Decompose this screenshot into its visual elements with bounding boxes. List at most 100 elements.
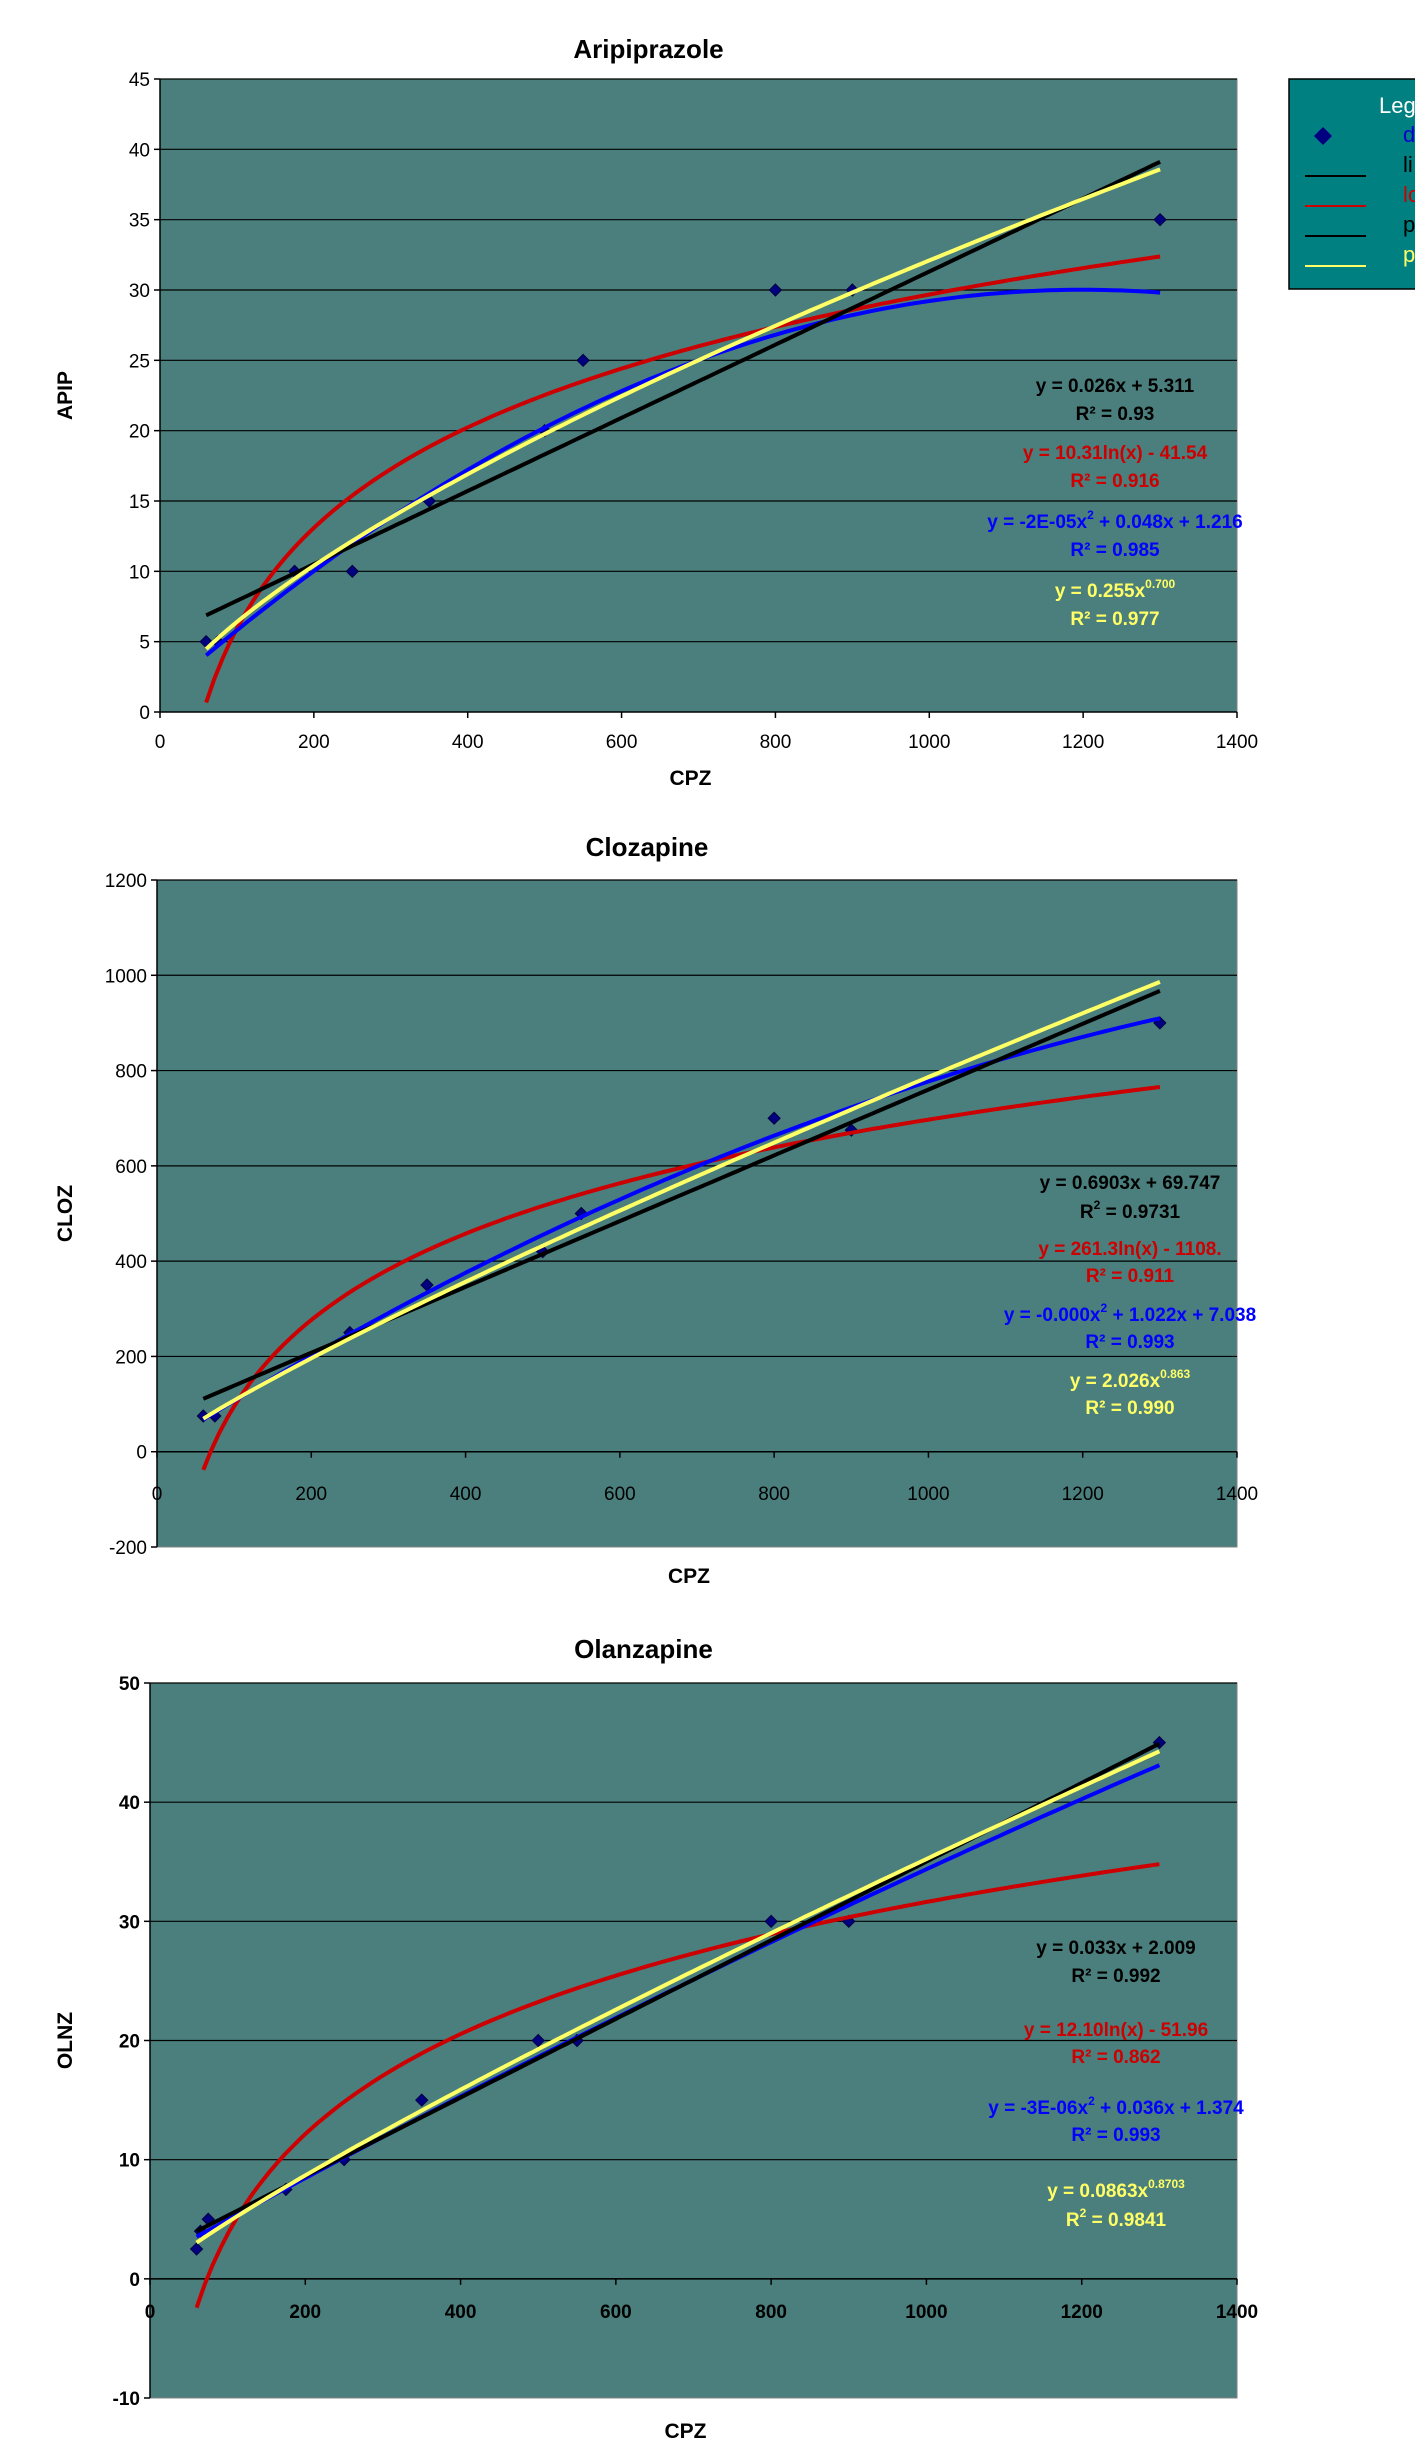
r-squared-superscript: 2 — [1094, 1198, 1101, 1212]
r-squared-label: R² = 0.990 — [1085, 1398, 1174, 1419]
equation-part: y = 0.0863x — [1047, 2181, 1148, 2202]
y-tick-label: 15 — [129, 492, 150, 513]
r-squared-part: R² = 0.911 — [1086, 1266, 1175, 1287]
y-tick-label: 400 — [115, 1252, 147, 1273]
x-axis-label: CPZ — [670, 767, 712, 790]
equation-part: y = 0.6903x + 69.747 — [1040, 1173, 1221, 1194]
y-tick-label: 200 — [115, 1347, 147, 1368]
r-squared-label: R² = 0.911 — [1086, 1266, 1175, 1287]
r-squared-part: R² = 0.990 — [1085, 1398, 1174, 1419]
equation-part: y = 0.026x + 5.311 — [1036, 376, 1195, 397]
data-point — [531, 2033, 545, 2048]
r-squared-part: R² = 0.992 — [1071, 1966, 1160, 1987]
data-point — [415, 2093, 429, 2107]
legend-title: Leg — [1379, 93, 1415, 118]
chart-0: Aripiprazole 0 5 10 15 20 25 30 35 40 45 0 200 400 600… — [54, 34, 1258, 790]
r-squared-part: R² = 0.993 — [1085, 1332, 1174, 1353]
r-squared-superscript: 2 — [1080, 2206, 1087, 2220]
trend-equation: y = 12.10ln(x) - 51.96 — [1024, 2020, 1208, 2041]
equation-superscript: 0.8703 — [1148, 2177, 1185, 2191]
trend-equation: y = 0.6903x + 69.747 — [1040, 1173, 1221, 1194]
equation-part: + 1.022x + 7.038 — [1107, 1305, 1256, 1326]
power-trendline — [195, 1749, 1161, 2245]
x-tick-label: 1200 — [1061, 2302, 1103, 2323]
legend-item-label: p — [1403, 212, 1415, 237]
r-squared-label: R² = 0.992 — [1071, 1966, 1160, 1987]
trend-equation: y = 0.255x0.700 — [1055, 577, 1176, 602]
x-tick-label: 1000 — [907, 1484, 949, 1505]
r-squared-label: R2 = 0.9841 — [1066, 2206, 1167, 2231]
r-squared-label: R² = 0.916 — [1070, 471, 1159, 492]
r-squared-part: R² = 0.916 — [1070, 471, 1159, 492]
x-tick-label: 1000 — [905, 2302, 947, 2323]
y-tick-label: 800 — [115, 1062, 147, 1083]
x-tick-label: 1200 — [1062, 1484, 1104, 1505]
legend-item-label: d — [1403, 122, 1415, 147]
r-squared-part: R² = 0.985 — [1070, 540, 1160, 561]
data-point — [1153, 212, 1167, 227]
equation-part: y = 0.033x + 2.009 — [1036, 1938, 1196, 1959]
y-tick-label: -200 — [109, 1538, 147, 1559]
y-tick-label: 1000 — [105, 966, 147, 987]
y-tick-label: -10 — [113, 2389, 140, 2410]
equation-superscript: 2 — [1088, 2094, 1095, 2108]
y-tick-label: 0 — [129, 2270, 140, 2291]
data-point — [345, 564, 360, 579]
log-trendline — [201, 1085, 1161, 1471]
trend-equation: y = -2E-05x2 + 0.048x + 1.216 — [987, 508, 1242, 533]
x-tick-label: 1400 — [1216, 1484, 1258, 1505]
data-point — [189, 2242, 204, 2256]
trend-equation: y = -3E-06x2 + 0.036x + 1.374 — [988, 2094, 1244, 2119]
x-tick-label: 0 — [145, 2302, 156, 2323]
equation-part: y = 261.3ln(x) - 1108. — [1038, 1239, 1221, 1260]
x-tick-label: 200 — [295, 1484, 327, 1505]
equation-superscript: 2 — [1101, 1301, 1108, 1315]
y-tick-label: 40 — [129, 140, 150, 161]
data-point — [768, 283, 783, 297]
r-squared-label: R² = 0.993 — [1085, 1332, 1174, 1353]
r-squared-label: R² = 0.985 — [1070, 540, 1160, 561]
x-axis-label: CPZ — [665, 2420, 707, 2443]
r-squared-label: R² = 0.862 — [1071, 2047, 1160, 2068]
x-tick-label: 1200 — [1062, 732, 1104, 753]
equation-part: + 0.048x + 1.216 — [1094, 512, 1243, 533]
y-tick-label: 20 — [129, 422, 150, 443]
r-squared-part: R² = 0.993 — [1071, 2125, 1160, 2146]
equation-part: y = 12.10ln(x) - 51.96 — [1024, 2020, 1208, 2041]
equation-superscript: 0.863 — [1160, 1367, 1190, 1381]
trend-equation: y = 0.0863x0.8703 — [1047, 2177, 1185, 2202]
x-tick-label: 400 — [452, 732, 484, 753]
y-tick-label: 25 — [129, 351, 150, 372]
plot-area — [159, 78, 1238, 713]
equation-superscript: 0.700 — [1145, 577, 1175, 591]
x-tick-label: 1400 — [1216, 732, 1258, 753]
x-tick-label: 1000 — [908, 732, 950, 753]
equation-part: y = 2.026x — [1070, 1371, 1161, 1392]
y-axis-label: CLOZ — [54, 1185, 77, 1242]
y-tick-label: 600 — [115, 1157, 147, 1178]
y-tick-label: 20 — [119, 2032, 140, 2053]
trend-equation: y = 2.026x0.863 — [1070, 1367, 1191, 1392]
legend: Leg d li lo pp — [1288, 78, 1415, 290]
r-squared-label: R² = 0.93 — [1076, 404, 1155, 425]
y-tick-label: 10 — [129, 562, 150, 583]
linear-trendline — [205, 159, 1161, 618]
log-trendline — [194, 1862, 1160, 2309]
legend-item-label: li — [1403, 152, 1413, 177]
x-tick-label: 200 — [298, 732, 330, 753]
data-point — [576, 353, 590, 368]
equation-part: y = -3E-06x — [988, 2098, 1088, 2119]
x-tick-label: 0 — [155, 732, 166, 753]
data-point — [764, 1914, 778, 1929]
y-tick-label: 0 — [136, 1443, 147, 1464]
trend-equation: y = 10.31ln(x) - 41.54 — [1023, 443, 1208, 464]
x-tick-label: 400 — [450, 1484, 482, 1505]
y-axis-label: APIP — [54, 371, 77, 420]
trend-equation: y = 0.033x + 2.009 — [1036, 1938, 1196, 1959]
chart-2: Olanzapine -10 0 10 20 30 40 50 0 200 400 600 800 100… — [54, 1634, 1258, 2443]
equation-part: y = -2E-05x — [987, 512, 1087, 533]
chart-title: Olanzapine — [574, 1634, 713, 1664]
x-tick-label: 200 — [289, 2302, 321, 2323]
trend-equation: y = -0.000x2 + 1.022x + 7.038 — [1004, 1301, 1256, 1326]
